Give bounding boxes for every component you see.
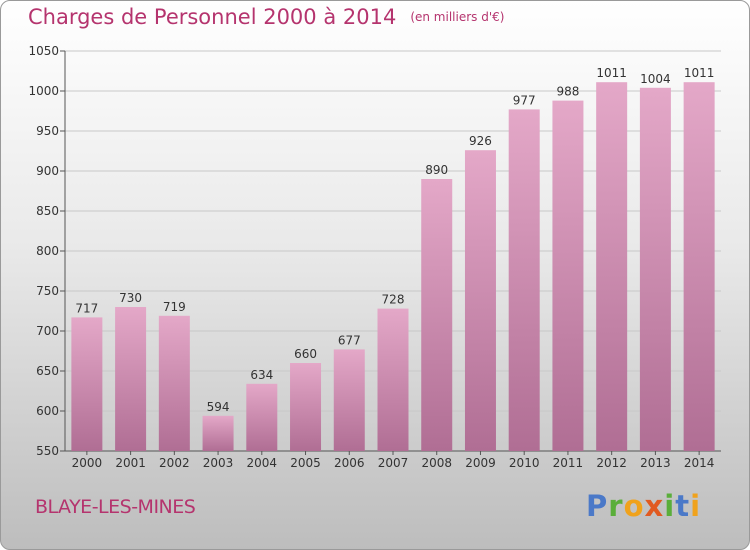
x-tick-label: 2013 xyxy=(640,456,671,470)
x-tick-label: 2012 xyxy=(596,456,627,470)
data-label: 634 xyxy=(250,368,273,382)
data-label: 717 xyxy=(75,301,98,315)
city-name: BLAYE-LES-MINES xyxy=(35,496,196,518)
bar xyxy=(596,82,628,451)
y-tick-label: 950 xyxy=(36,124,59,138)
y-tick-label: 750 xyxy=(36,284,59,298)
data-label: 988 xyxy=(556,85,579,99)
x-tick-label: 2010 xyxy=(509,456,540,470)
bar xyxy=(158,315,190,451)
data-label: 728 xyxy=(382,293,405,307)
y-tick-label: 1050 xyxy=(28,44,59,58)
data-label: 594 xyxy=(207,400,230,414)
y-tick-label: 1000 xyxy=(28,84,59,98)
logo-letter: i xyxy=(690,489,702,523)
x-tick-label: 2002 xyxy=(159,456,190,470)
y-tick-label: 850 xyxy=(36,204,59,218)
y-tick-label: 600 xyxy=(36,404,59,418)
data-label: 1011 xyxy=(596,66,627,80)
logo-letter: t xyxy=(675,489,691,523)
data-label: 977 xyxy=(513,93,536,107)
data-labels: 717 730 719 594 634 660 677 728 890 926 977 988 1011… xyxy=(75,66,714,414)
x-tick-labels: 2000 2001 2002 2003 2004 2005 2006 2007 2008 2009… xyxy=(72,456,715,470)
data-label: 677 xyxy=(338,333,361,347)
y-tick-labels: 550 600 650 700 750 800 850 900 950 1000 1050 xyxy=(28,44,59,458)
data-label: 719 xyxy=(163,300,186,314)
bar xyxy=(115,307,147,451)
logo-letter: i xyxy=(664,489,676,523)
y-tick-label: 550 xyxy=(36,444,59,458)
proxiti-logo: Proxiti xyxy=(586,489,701,523)
x-tick-label: 2000 xyxy=(72,456,103,470)
bars xyxy=(71,82,715,452)
x-tick-label: 2007 xyxy=(378,456,409,470)
bar xyxy=(71,317,103,451)
bar xyxy=(464,150,496,451)
chart-title: Charges de Personnel 2000 à 2014 (en mill… xyxy=(28,5,504,29)
x-tick-label: 2009 xyxy=(465,456,496,470)
title-text: Charges de Personnel 2000 à 2014 xyxy=(28,5,397,29)
bar xyxy=(333,349,365,451)
bar xyxy=(202,415,234,451)
data-label: 890 xyxy=(425,163,448,177)
x-tick-label: 2005 xyxy=(290,456,321,470)
y-tick-label: 800 xyxy=(36,244,59,258)
bar xyxy=(421,179,453,451)
bar xyxy=(290,363,322,451)
bar xyxy=(508,109,540,452)
x-tick-label: 2004 xyxy=(247,456,278,470)
x-tick-label: 2003 xyxy=(203,456,234,470)
data-label: 926 xyxy=(469,134,492,148)
logo-letter: P xyxy=(586,489,609,523)
data-label: 660 xyxy=(294,347,317,361)
data-label: 1004 xyxy=(640,72,671,86)
y-tick-label: 650 xyxy=(36,364,59,378)
y-tick-label: 700 xyxy=(36,324,59,338)
chart-subtitle: (en milliers d'€) xyxy=(410,10,505,24)
bar xyxy=(639,87,671,452)
logo-letter: x xyxy=(644,489,665,523)
bar xyxy=(377,308,409,451)
x-tick-label: 2001 xyxy=(115,456,146,470)
x-tick-label: 2011 xyxy=(553,456,584,470)
x-tick-label: 2014 xyxy=(684,456,715,470)
bar xyxy=(246,383,278,451)
data-label: 1011 xyxy=(684,66,715,80)
x-tick-label: 2008 xyxy=(421,456,452,470)
x-tick-label: 2006 xyxy=(334,456,365,470)
data-label: 730 xyxy=(119,291,142,305)
logo-letter: r xyxy=(608,489,624,523)
bar xyxy=(552,100,584,451)
bar xyxy=(683,82,715,451)
y-tick-label: 900 xyxy=(36,164,59,178)
logo-letter: o xyxy=(623,489,645,523)
